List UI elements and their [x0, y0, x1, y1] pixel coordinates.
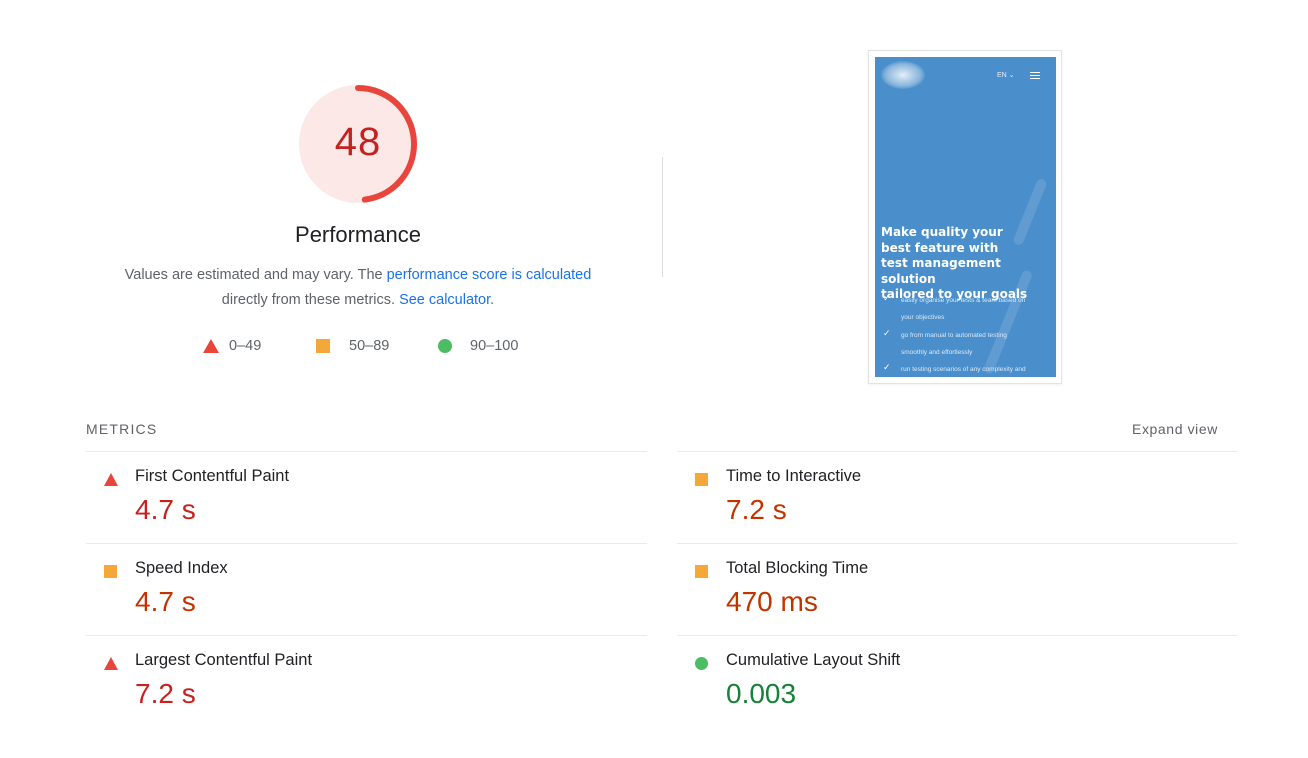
feature-item: easily organise your tests & team based … — [901, 297, 1026, 304]
legend-average: 50–89 — [316, 336, 389, 356]
metric-value: 4.7 s — [135, 586, 196, 617]
metric-name: Time to Interactive — [726, 467, 862, 485]
triangle-icon — [203, 339, 219, 353]
legend-fail: 0–49 — [203, 336, 261, 356]
feature-item: go from manual to automated testing — [901, 332, 1007, 339]
metric-name: Largest Contentful Paint — [135, 651, 313, 669]
score-calculated-link[interactable]: performance score is calculated — [386, 267, 592, 283]
circle-icon — [438, 339, 452, 353]
headline-line: best feature with — [881, 240, 999, 255]
metric-value: 7.2 s — [135, 678, 196, 709]
description-text-2: directly from these metrics. — [221, 292, 400, 308]
metric-value: 0.003 — [726, 678, 797, 709]
legend-range: 0–49 — [229, 338, 262, 354]
final-screenshot-thumbnail[interactable]: EN ⌄ Make quality your best feature with… — [868, 50, 1062, 384]
page-screenshot: EN ⌄ Make quality your best feature with… — [875, 57, 1056, 377]
metric-largest-contentful-paint: Largest Contentful Paint 7.2 s — [86, 638, 626, 728]
metric-name: Cumulative Layout Shift — [726, 651, 901, 669]
metric-name: Total Blocking Time — [726, 559, 869, 577]
performance-gauge — [299, 85, 417, 203]
orange-square-icon — [104, 565, 117, 578]
description-text-3: . — [490, 292, 495, 308]
metric-value: 4.7 s — [135, 494, 196, 525]
metric-time-to-interactive: Time to Interactive 7.2 s — [677, 454, 1217, 544]
metric-name: Speed Index — [135, 559, 228, 577]
hamburger-menu-icon — [1030, 72, 1040, 79]
metric-value: 7.2 s — [726, 494, 787, 525]
metrics-divider — [677, 543, 1238, 544]
language-selector: EN ⌄ — [997, 72, 1015, 79]
legend-pass: 90–100 — [438, 336, 518, 356]
feature-item: run testing scenarios of any complexity … — [901, 366, 1026, 373]
check-icon: ✓ — [883, 328, 891, 338]
vertical-divider — [662, 157, 663, 277]
performance-score: 48 — [334, 120, 382, 164]
metric-first-contentful-paint: First Contentful Paint 4.7 s — [86, 454, 626, 544]
feature-item: your objectives — [901, 314, 945, 321]
score-description: Values are estimated and may vary. The p… — [98, 263, 618, 313]
gauge-arc — [299, 85, 417, 203]
metrics-divider — [677, 635, 1238, 636]
description-text-1: Values are estimated and may vary. The — [124, 267, 387, 283]
hero-headline: Make quality your best feature with test… — [881, 225, 1056, 303]
metric-speed-index: Speed Index 4.7 s — [86, 546, 626, 636]
red-triangle-icon — [104, 657, 118, 670]
metrics-heading: METRICS — [86, 421, 158, 437]
metric-name: First Contentful Paint — [135, 467, 290, 485]
metrics-divider — [86, 543, 647, 544]
legend-range: 90–100 — [470, 338, 519, 354]
headline-line: Make quality your — [881, 225, 1003, 239]
see-calculator-link[interactable]: See calculator — [399, 292, 491, 308]
green-circle-icon — [695, 657, 708, 670]
metric-value: 470 ms — [726, 586, 818, 617]
metrics-divider — [677, 451, 1238, 452]
metrics-divider — [86, 635, 647, 636]
performance-title: Performance — [295, 222, 421, 247]
feature-item: smoothly and effortlessly — [901, 349, 973, 356]
orange-square-icon — [695, 565, 708, 578]
headline-line: test management solution — [881, 256, 1001, 286]
metrics-divider — [86, 451, 647, 452]
check-icon: ✓ — [883, 293, 891, 303]
legend-range: 50–89 — [349, 338, 390, 354]
expand-view-toggle[interactable]: Expand view — [1132, 421, 1218, 437]
orange-square-icon — [695, 473, 708, 486]
check-icon: ✓ — [883, 362, 891, 372]
headline-line: tailored to your goals — [881, 287, 1028, 301]
red-triangle-icon — [104, 473, 118, 486]
blurred-logo — [881, 61, 925, 89]
metric-total-blocking-time: Total Blocking Time 470 ms — [677, 546, 1217, 636]
square-icon — [316, 339, 330, 353]
metric-cumulative-layout-shift: Cumulative Layout Shift 0.003 — [677, 638, 1217, 728]
